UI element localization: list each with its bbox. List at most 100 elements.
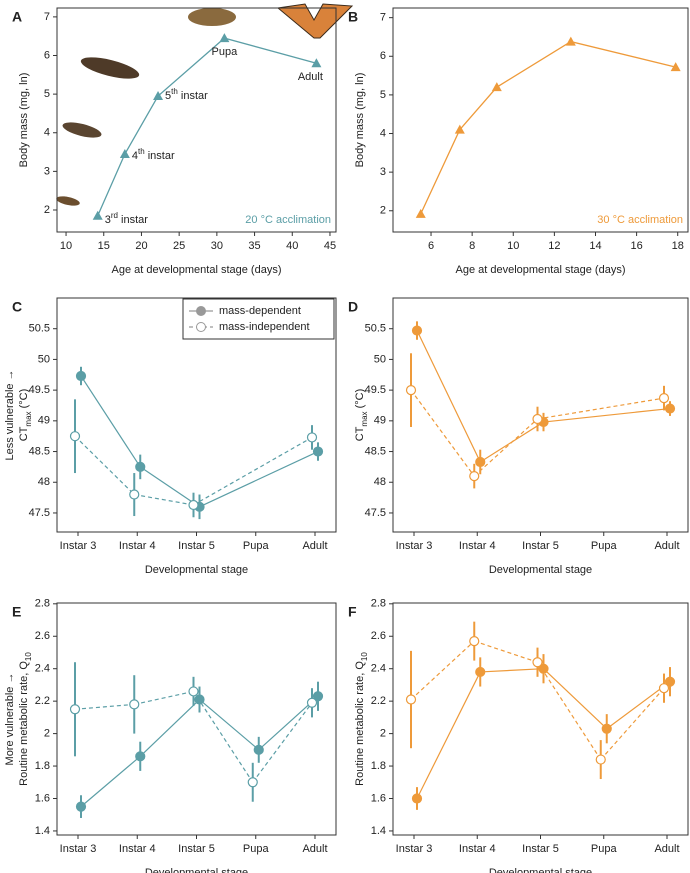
label-part: CT	[18, 426, 30, 441]
series-segment	[410, 389, 475, 477]
y-tick-label: 6	[380, 50, 386, 62]
series-segment	[600, 687, 665, 760]
plot-frame	[392, 7, 689, 233]
data-point	[306, 432, 318, 443]
x-tick-label: 10	[507, 240, 519, 252]
series-segment	[473, 418, 538, 477]
data-point	[129, 489, 140, 500]
data-point	[538, 663, 549, 674]
y-tick-label: 5	[44, 88, 50, 100]
series-segment	[252, 702, 313, 783]
data-line	[97, 37, 317, 217]
label-part: Routine metabolic rate, Q	[354, 661, 366, 786]
series-segment	[480, 668, 544, 673]
series-segment	[74, 703, 135, 710]
series-segment	[199, 699, 260, 751]
specimen-images	[56, 3, 354, 206]
y-tick-label: 50	[374, 353, 386, 365]
data-point	[454, 124, 465, 134]
x-tick-label: Instar 3	[60, 843, 97, 855]
label-part: Pupa	[212, 46, 239, 58]
series-segment	[543, 668, 608, 730]
y-axis-label: CTmax (°C)	[354, 389, 369, 442]
y-tick-label: 2.8	[35, 598, 50, 610]
x-tick-label: Adult	[654, 540, 679, 552]
data-point	[188, 686, 199, 697]
x-tick-label: Instar 3	[60, 540, 97, 552]
x-tick-label: 14	[589, 240, 601, 252]
x-tick-label: 20	[135, 240, 147, 252]
data-point	[664, 403, 676, 414]
series-segment	[543, 407, 671, 423]
side-label: More vulnerable →	[4, 673, 16, 766]
label-part: instar	[145, 150, 175, 162]
label-part: CT	[354, 426, 366, 441]
y-tick-label: 48.5	[29, 445, 50, 457]
data-point	[69, 431, 81, 442]
y-tick-label: 49	[374, 415, 386, 427]
data-point	[219, 33, 230, 43]
series-segment	[199, 450, 319, 508]
legend-label: mass-dependent	[219, 305, 301, 317]
x-tick-label: Instar 4	[119, 843, 156, 855]
y-tick-label: 2.4	[371, 663, 386, 675]
data-point	[664, 676, 676, 687]
data-point	[312, 446, 324, 457]
series-segment	[410, 640, 475, 700]
pupa-image	[188, 8, 236, 26]
x-tick-label: 18	[672, 240, 684, 252]
label-part: 3	[105, 214, 111, 226]
x-tick-label: 10	[60, 240, 72, 252]
data-point	[135, 461, 146, 472]
data-point	[253, 744, 264, 755]
series-segment	[134, 493, 194, 506]
series-segment	[537, 397, 665, 420]
y-tick-label: 48.5	[365, 445, 386, 457]
y-tick-label: 48	[374, 476, 386, 488]
x-axis-label: Developmental stage	[145, 867, 248, 873]
label-part: 10	[360, 652, 369, 661]
y-tick-label: 49.5	[365, 384, 386, 396]
y-tick-label: 4	[380, 127, 386, 139]
label-part: rd	[111, 210, 118, 219]
label-part: Routine metabolic rate, Q	[18, 661, 30, 786]
x-tick-label: 6	[428, 240, 434, 252]
data-point	[92, 210, 103, 220]
series-segment	[80, 375, 141, 468]
y-tick-label: 47.5	[365, 507, 386, 519]
y-tick-label: 47.5	[29, 507, 50, 519]
y-tick-label: 1.4	[371, 825, 386, 837]
series-segment	[416, 671, 481, 799]
data-point	[491, 82, 502, 92]
x-tick-label: 16	[630, 240, 642, 252]
data-point	[312, 691, 324, 702]
label-part: max	[360, 411, 369, 426]
x-tick-label: 40	[286, 240, 298, 252]
x-tick-label: 8	[469, 240, 475, 252]
panel-label: F	[348, 604, 357, 620]
point-label: Adult	[298, 71, 323, 83]
y-tick-label: 1.8	[35, 760, 50, 772]
y-tick-label: 50.5	[365, 323, 386, 335]
y-tick-label: 7	[380, 12, 386, 24]
label-part: Body mass (mg, ln)	[18, 73, 30, 168]
data-point	[69, 704, 81, 715]
x-tick-label: Pupa	[591, 843, 618, 855]
series-segment	[193, 436, 313, 506]
data-point	[75, 801, 87, 812]
y-axis-label: Body mass (mg, ln)	[18, 73, 30, 168]
x-tick-label: Instar 4	[119, 540, 156, 552]
annotation: 30 °C acclimation	[597, 214, 683, 226]
series-segment	[80, 755, 141, 808]
x-tick-label: Pupa	[243, 843, 270, 855]
x-tick-label: Instar 5	[522, 540, 559, 552]
plot-frame	[392, 602, 689, 836]
x-axis-label: Developmental stage	[489, 564, 592, 576]
x-tick-label: Instar 4	[459, 540, 496, 552]
series-segment	[134, 690, 194, 705]
y-tick-label: 2.2	[35, 695, 50, 707]
y-tick-label: 5	[380, 89, 386, 101]
label-part: 4	[132, 150, 138, 162]
label-part: instar	[118, 214, 148, 226]
x-tick-label: Adult	[302, 540, 327, 552]
